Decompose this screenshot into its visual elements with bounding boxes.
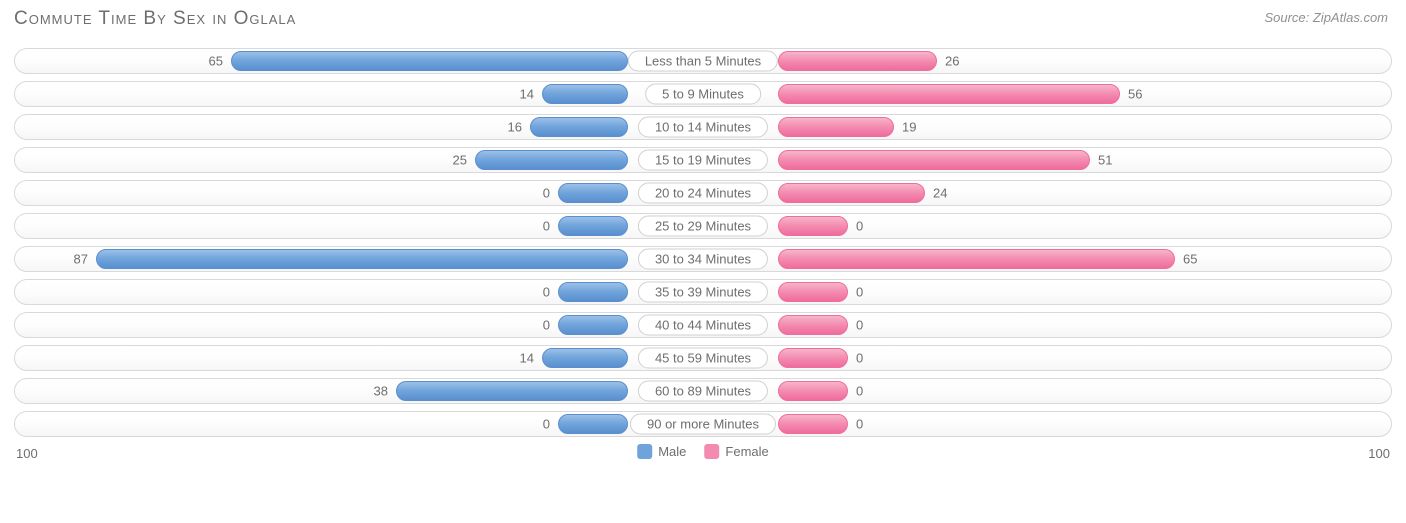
female-bar bbox=[778, 216, 848, 236]
male-value: 14 bbox=[520, 351, 534, 366]
female-value: 24 bbox=[933, 186, 947, 201]
chart-footer: 100 100 Male Female bbox=[14, 444, 1392, 468]
female-value: 26 bbox=[945, 54, 959, 69]
male-bar bbox=[396, 381, 628, 401]
female-bar bbox=[778, 84, 1120, 104]
bar-row: 0 0 40 to 44 Minutes bbox=[14, 312, 1392, 338]
male-bar bbox=[231, 51, 628, 71]
male-value: 0 bbox=[543, 318, 550, 333]
bar-row: 14 56 5 to 9 Minutes bbox=[14, 81, 1392, 107]
male-bar bbox=[542, 348, 628, 368]
female-value: 65 bbox=[1183, 252, 1197, 267]
male-value: 25 bbox=[453, 153, 467, 168]
diverging-bar-chart: 65 26 Less than 5 Minutes 14 56 5 to 9 Minute… bbox=[14, 48, 1392, 437]
male-bar bbox=[96, 249, 628, 269]
male-bar bbox=[558, 315, 628, 335]
bar-row: 25 51 15 to 19 Minutes bbox=[14, 147, 1392, 173]
category-label: 35 to 39 Minutes bbox=[638, 282, 768, 303]
female-bar bbox=[778, 183, 925, 203]
male-value: 65 bbox=[209, 54, 223, 69]
legend-male-label: Male bbox=[658, 444, 686, 459]
male-value: 14 bbox=[520, 87, 534, 102]
female-value: 0 bbox=[856, 318, 863, 333]
female-bar bbox=[778, 51, 937, 71]
category-label: 30 to 34 Minutes bbox=[638, 249, 768, 270]
female-bar bbox=[778, 414, 848, 434]
female-bar bbox=[778, 150, 1090, 170]
male-bar bbox=[558, 183, 628, 203]
female-bar bbox=[778, 249, 1175, 269]
female-value: 0 bbox=[856, 351, 863, 366]
bar-row: 16 19 10 to 14 Minutes bbox=[14, 114, 1392, 140]
bar-row: 65 26 Less than 5 Minutes bbox=[14, 48, 1392, 74]
bar-row: 38 0 60 to 89 Minutes bbox=[14, 378, 1392, 404]
legend-female-label: Female bbox=[725, 444, 768, 459]
axis-max-right: 100 bbox=[1368, 446, 1390, 461]
female-value: 0 bbox=[856, 219, 863, 234]
male-value: 0 bbox=[543, 219, 550, 234]
female-bar bbox=[778, 282, 848, 302]
category-label: 10 to 14 Minutes bbox=[638, 117, 768, 138]
category-label: 40 to 44 Minutes bbox=[638, 315, 768, 336]
bar-row: 0 0 90 or more Minutes bbox=[14, 411, 1392, 437]
category-label: 60 to 89 Minutes bbox=[638, 381, 768, 402]
bar-row: 0 0 25 to 29 Minutes bbox=[14, 213, 1392, 239]
female-bar bbox=[778, 117, 894, 137]
male-swatch-icon bbox=[637, 444, 652, 459]
legend: Male Female bbox=[637, 444, 769, 459]
category-label: 5 to 9 Minutes bbox=[645, 84, 761, 105]
category-label: 20 to 24 Minutes bbox=[638, 183, 768, 204]
female-bar bbox=[778, 348, 848, 368]
male-value: 16 bbox=[508, 120, 522, 135]
category-label: 25 to 29 Minutes bbox=[638, 216, 768, 237]
male-bar bbox=[542, 84, 628, 104]
female-value: 56 bbox=[1128, 87, 1142, 102]
legend-male: Male bbox=[637, 444, 686, 459]
source-label: Source: ZipAtlas.com bbox=[1264, 10, 1388, 25]
category-label: 45 to 59 Minutes bbox=[638, 348, 768, 369]
bar-row: 0 0 35 to 39 Minutes bbox=[14, 279, 1392, 305]
female-value: 0 bbox=[856, 417, 863, 432]
male-bar bbox=[558, 282, 628, 302]
bar-row: 87 65 30 to 34 Minutes bbox=[14, 246, 1392, 272]
male-bar bbox=[475, 150, 628, 170]
male-value: 0 bbox=[543, 285, 550, 300]
female-value: 51 bbox=[1098, 153, 1112, 168]
category-label: 90 or more Minutes bbox=[630, 414, 776, 435]
male-bar bbox=[558, 414, 628, 434]
female-value: 0 bbox=[856, 285, 863, 300]
chart-title: Commute Time By Sex in Oglala bbox=[14, 8, 1392, 30]
female-value: 0 bbox=[856, 384, 863, 399]
category-label: 15 to 19 Minutes bbox=[638, 150, 768, 171]
male-bar bbox=[558, 216, 628, 236]
bar-row: 0 24 20 to 24 Minutes bbox=[14, 180, 1392, 206]
male-bar bbox=[530, 117, 628, 137]
female-bar bbox=[778, 381, 848, 401]
female-bar bbox=[778, 315, 848, 335]
male-value: 0 bbox=[543, 186, 550, 201]
legend-female: Female bbox=[704, 444, 768, 459]
male-value: 38 bbox=[374, 384, 388, 399]
bar-row: 14 0 45 to 59 Minutes bbox=[14, 345, 1392, 371]
female-value: 19 bbox=[902, 120, 916, 135]
male-value: 87 bbox=[74, 252, 88, 267]
axis-max-left: 100 bbox=[16, 446, 38, 461]
male-value: 0 bbox=[543, 417, 550, 432]
female-swatch-icon bbox=[704, 444, 719, 459]
category-label: Less than 5 Minutes bbox=[628, 51, 778, 72]
